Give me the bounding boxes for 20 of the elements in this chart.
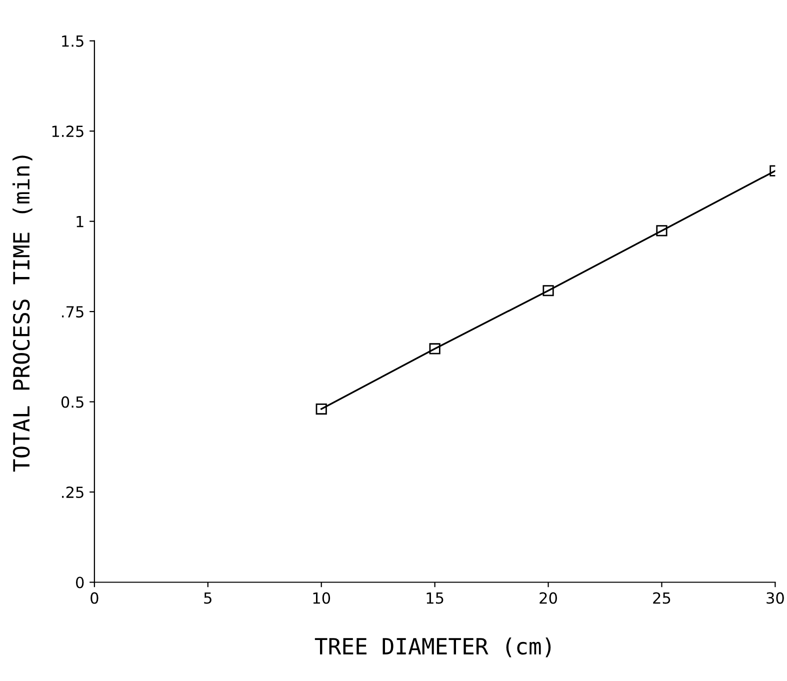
y-tick-label: 1.5: [62, 36, 84, 47]
x-tick-label: 20: [540, 592, 557, 604]
x-axis-title: TREE DIAMETER (cm): [314, 637, 551, 658]
x-tick-label: 10: [313, 592, 330, 604]
x-tick-label: 5: [204, 592, 212, 604]
point: [542, 285, 554, 296]
point: [316, 403, 327, 415]
y-tick-label: 1.25: [52, 126, 84, 138]
y-axis-title: TOTAL PROCESS TIME (min): [12, 156, 32, 472]
y-tick-label: 0.5: [61, 396, 84, 408]
x-tick-label: 0: [90, 592, 98, 604]
point: [429, 343, 440, 354]
y-tick-label: .25: [62, 486, 84, 498]
point: [656, 225, 668, 236]
x-tick-label: 25: [653, 592, 670, 604]
y-tick-label: 1: [76, 216, 84, 228]
y-tick-label: .75: [62, 306, 84, 318]
x-tick-label: 15: [426, 592, 444, 604]
y-tick-label: 0: [76, 576, 84, 588]
x-tick-label: 30: [766, 592, 784, 604]
